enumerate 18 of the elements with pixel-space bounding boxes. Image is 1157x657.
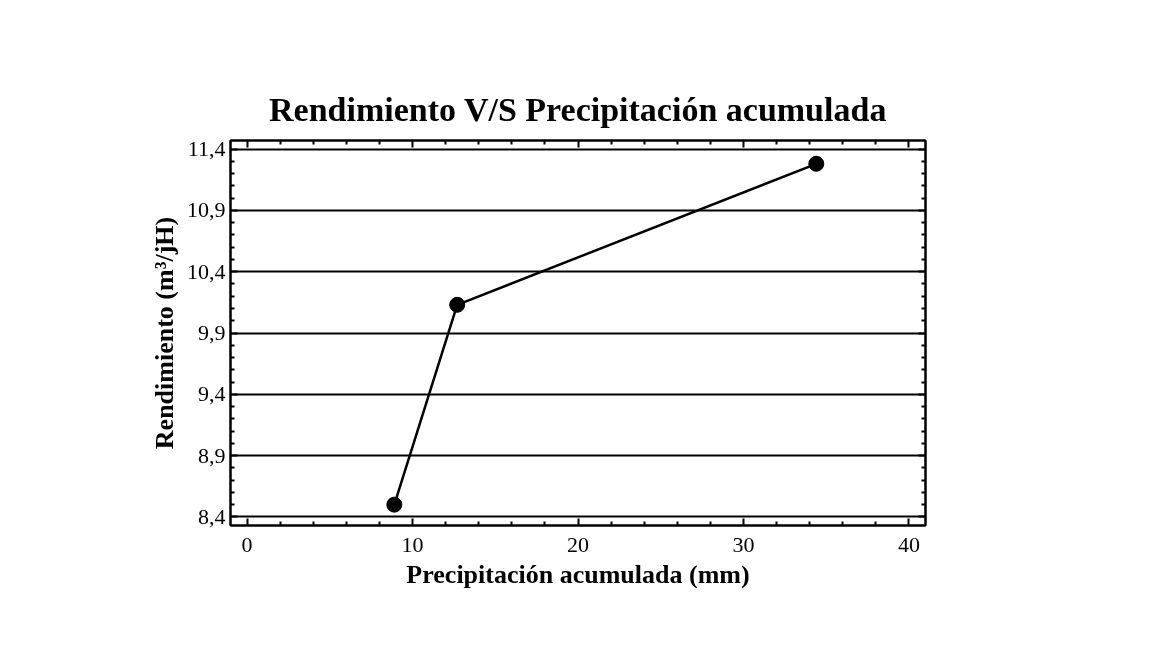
- y-tick-label: 8,4: [198, 503, 226, 529]
- x-tick-label: 40: [897, 531, 920, 557]
- x-axis-title: Precipitación acumulada (mm): [406, 559, 750, 589]
- x-tick-label: 30: [732, 531, 755, 557]
- point: [449, 296, 466, 313]
- x-tick-label: 10: [401, 531, 424, 557]
- y-tick-label: 10,4: [187, 258, 226, 284]
- y-tick-label: 8,9: [198, 442, 226, 468]
- x-tick-label: 0: [241, 531, 253, 557]
- y-tick-label: 9,4: [198, 381, 226, 407]
- point: [386, 496, 403, 513]
- x-tick-label: 20: [567, 531, 589, 557]
- y-tick-label: 11,4: [187, 136, 226, 162]
- y-axis-title: Rendimiento (m³/jH): [150, 216, 179, 450]
- y-tick-label: 9,9: [198, 320, 226, 345]
- y-tick-label: 10,9: [187, 197, 226, 223]
- point: [808, 155, 825, 172]
- chart-title: Rendimiento V/S Precipitación acumulada: [269, 91, 887, 128]
